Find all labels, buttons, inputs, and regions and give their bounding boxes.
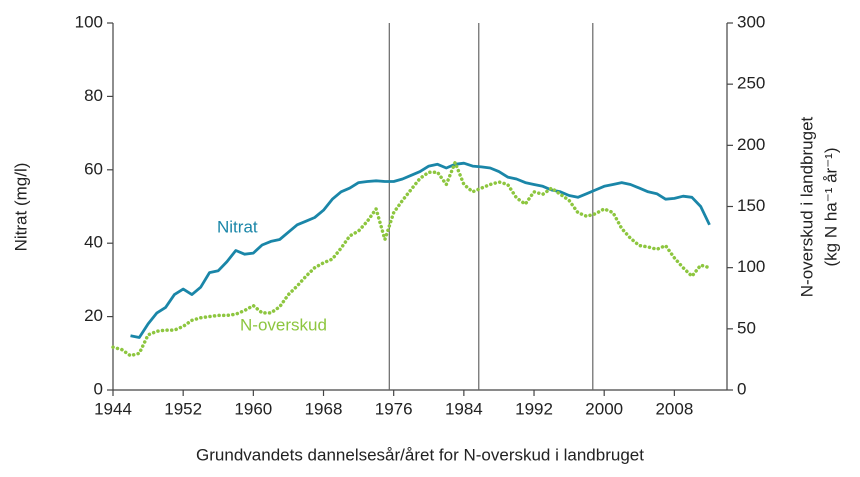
- y-tick-label: 80: [84, 86, 103, 105]
- y-tick-label: 20: [84, 306, 103, 325]
- y-axis-label: Nitrat (mg/l): [11, 163, 30, 252]
- x-axis-label: Grundvandets dannelsesår/året for N-over…: [196, 445, 644, 464]
- x-tick-label: 1968: [305, 399, 343, 418]
- x-tick-label: 1960: [234, 399, 272, 418]
- y-tick-label: 100: [75, 12, 103, 31]
- y2-axis-label: (kg N ha⁻¹ år⁻¹): [821, 147, 840, 266]
- y2-tick-label: 150: [737, 196, 765, 215]
- y2-tick-label: 0: [737, 379, 746, 398]
- series-label: Nitrat: [217, 217, 258, 236]
- x-tick-label: 1976: [375, 399, 413, 418]
- y2-axis-label: N-overskud i landbruget: [797, 116, 816, 297]
- y-tick-label: 0: [94, 379, 103, 398]
- series-line: [111, 160, 712, 358]
- y2-tick-label: 250: [737, 74, 765, 93]
- x-tick-label: 1984: [445, 399, 483, 418]
- series-line: [130, 161, 711, 339]
- y2-tick-label: 100: [737, 257, 765, 276]
- x-tick-label: 1952: [164, 399, 202, 418]
- y2-tick-label: 200: [737, 135, 765, 154]
- x-tick-label: 2008: [655, 399, 693, 418]
- x-tick-label: 1944: [94, 399, 132, 418]
- x-tick-label: 2000: [585, 399, 623, 418]
- series-label: N-overskud: [240, 315, 327, 334]
- y2-tick-label: 300: [737, 12, 765, 31]
- y-tick-label: 60: [84, 159, 103, 178]
- y-tick-label: 40: [84, 233, 103, 252]
- x-tick-label: 1992: [515, 399, 553, 418]
- y2-tick-label: 50: [737, 318, 756, 337]
